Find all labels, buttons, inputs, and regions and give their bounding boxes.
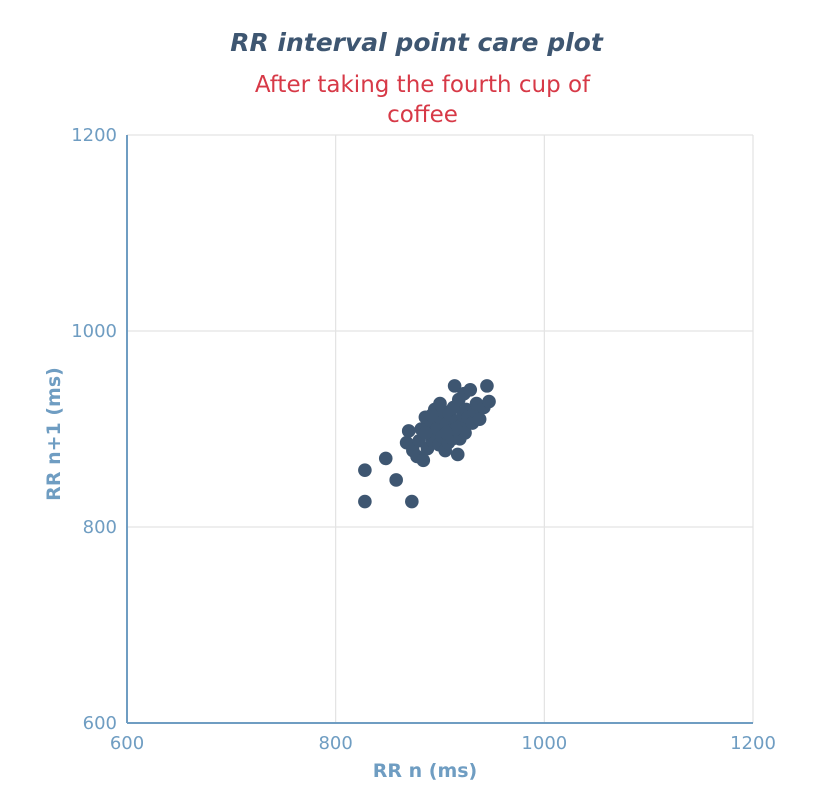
- scatter-point: [401, 424, 416, 438]
- x-tick-label: 800: [318, 733, 352, 754]
- chart-title: RR interval point care plot: [230, 28, 603, 57]
- scatter-point: [389, 473, 403, 487]
- scatter-point: [480, 379, 494, 393]
- scatter-point: [472, 412, 487, 427]
- scatter-point: [416, 453, 431, 468]
- scatter-point: [405, 494, 419, 509]
- y-tick-label: 800: [83, 517, 117, 538]
- scatter-point: [463, 383, 478, 397]
- scatter-point: [358, 494, 372, 509]
- scatter-point: [424, 408, 439, 423]
- axis-labels: 600 800 1000 1200 600 800 1000 1200 RR n (ms) RR …: [43, 125, 776, 782]
- x-tick-label: 1000: [521, 733, 567, 754]
- scatter-point: [482, 394, 496, 409]
- y-tick-label: 600: [83, 713, 117, 734]
- chart-subtitle: After taking the fourth cup of coffee: [254, 72, 591, 128]
- scatter-point: [418, 426, 433, 440]
- y-axis-title: RR n+1 (ms): [43, 367, 65, 501]
- grid: [127, 134, 754, 723]
- x-tick-label: 1200: [730, 733, 776, 754]
- scatter-point: [433, 396, 447, 411]
- scatter-point: [450, 447, 465, 462]
- y-tick-label: 1000: [71, 321, 117, 342]
- scatter-point: [378, 451, 393, 466]
- data-points: [358, 379, 496, 509]
- x-tick-label: 600: [110, 733, 144, 754]
- y-tick-label: 1200: [71, 125, 117, 146]
- x-axis-title: RR n (ms): [373, 760, 478, 782]
- scatter-point: [358, 463, 372, 477]
- scatter-point: [439, 426, 454, 440]
- scatter-point: [447, 379, 462, 393]
- axes: [126, 135, 753, 724]
